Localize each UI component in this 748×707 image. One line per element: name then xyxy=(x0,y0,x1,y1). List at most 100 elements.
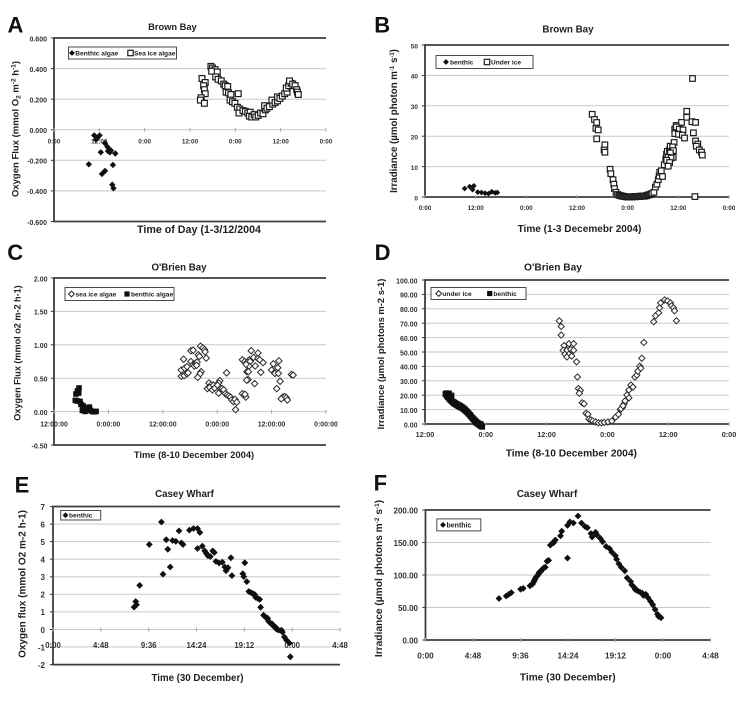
svg-text:0:00: 0:00 xyxy=(722,430,737,439)
svg-text:1.00: 1.00 xyxy=(34,343,48,350)
svg-text:100.00: 100.00 xyxy=(396,278,418,285)
svg-text:40.00: 40.00 xyxy=(400,365,418,372)
svg-text:2.00: 2.00 xyxy=(34,276,48,283)
svg-text:Time (8-10 December 2004): Time (8-10 December 2004) xyxy=(506,449,637,460)
svg-text:0:00: 0:00 xyxy=(320,139,333,146)
svg-text:150.00: 150.00 xyxy=(394,539,419,548)
svg-text:100.00: 100.00 xyxy=(394,571,419,580)
svg-text:0:00:00: 0:00:00 xyxy=(97,422,121,429)
svg-text:40: 40 xyxy=(411,74,419,81)
svg-text:50.00: 50.00 xyxy=(398,604,419,613)
svg-text:1.50: 1.50 xyxy=(34,310,48,317)
svg-text:0: 0 xyxy=(414,195,418,202)
svg-text:0:00: 0:00 xyxy=(419,205,432,212)
svg-text:0: 0 xyxy=(41,626,46,635)
svg-text:-0.600: -0.600 xyxy=(27,220,47,227)
svg-text:70.00: 70.00 xyxy=(400,322,418,329)
svg-text:4:48: 4:48 xyxy=(332,641,348,650)
svg-text:benthic: benthic xyxy=(69,513,93,520)
svg-text:-1: -1 xyxy=(38,643,46,652)
svg-text:0:00: 0:00 xyxy=(138,139,151,146)
svg-text:0.400: 0.400 xyxy=(29,67,47,74)
svg-text:0:00: 0:00 xyxy=(621,205,634,212)
svg-text:benthic algae: benthic algae xyxy=(131,291,173,298)
svg-text:0:00: 0:00 xyxy=(655,652,672,661)
svg-text:19:12: 19:12 xyxy=(605,652,626,661)
svg-text:sea ice algae: sea ice algae xyxy=(76,291,117,298)
svg-text:B: B xyxy=(374,12,390,37)
svg-text:50.00: 50.00 xyxy=(400,350,418,357)
svg-text:0:00: 0:00 xyxy=(723,205,736,212)
svg-text:0.600: 0.600 xyxy=(29,36,47,43)
svg-text:0:00: 0:00 xyxy=(520,205,533,212)
svg-text:30.00: 30.00 xyxy=(400,379,418,386)
svg-text:6: 6 xyxy=(41,520,46,529)
svg-text:80.00: 80.00 xyxy=(400,307,418,314)
svg-text:20: 20 xyxy=(411,135,419,142)
svg-text:10: 10 xyxy=(411,165,419,172)
svg-text:Benthic algae: Benthic algae xyxy=(75,50,118,57)
svg-text:0.000: 0.000 xyxy=(29,128,47,135)
svg-text:Sea ice algae: Sea ice algae xyxy=(134,50,176,57)
svg-text:12:00:00: 12:00:00 xyxy=(258,422,286,429)
svg-text:0:00: 0:00 xyxy=(600,430,615,439)
svg-text:7: 7 xyxy=(41,503,46,512)
svg-text:0.200: 0.200 xyxy=(29,98,47,105)
svg-text:E: E xyxy=(15,473,30,498)
svg-text:Oxygen Flux (mmol O2 m-2 h-1): Oxygen Flux (mmol O2 m-2 h-1) xyxy=(11,61,23,197)
svg-text:30: 30 xyxy=(411,104,419,111)
svg-text:Time (8-10 December 2004): Time (8-10 December 2004) xyxy=(134,450,254,460)
svg-text:Irradiance (µmol photons m-2 s: Irradiance (µmol photons m-2 s-1) xyxy=(374,500,385,657)
svg-text:12:00:00: 12:00:00 xyxy=(149,422,177,429)
svg-text:Casey Wharf: Casey Wharf xyxy=(517,489,578,500)
svg-text:0:00: 0:00 xyxy=(478,430,493,439)
svg-text:12:00: 12:00 xyxy=(416,430,435,439)
svg-text:C: C xyxy=(7,240,23,265)
svg-text:0:00: 0:00 xyxy=(48,139,61,146)
svg-text:4: 4 xyxy=(41,556,46,565)
svg-text:Casey Wharf: Casey Wharf xyxy=(155,489,214,500)
svg-text:-0.50: -0.50 xyxy=(32,443,48,450)
svg-text:Brown Bay: Brown Bay xyxy=(148,22,197,32)
svg-text:under ice: under ice xyxy=(442,291,472,298)
svg-text:-0.400: -0.400 xyxy=(27,189,47,196)
svg-text:0.00: 0.00 xyxy=(404,422,418,429)
svg-text:Time (1-3 Decemebr 2004): Time (1-3 Decemebr 2004) xyxy=(518,224,642,235)
svg-text:19:12: 19:12 xyxy=(234,641,255,650)
svg-text:4:48: 4:48 xyxy=(465,652,482,661)
svg-text:O'Brien Bay: O'Brien Bay xyxy=(524,262,582,273)
svg-text:benthic: benthic xyxy=(493,291,517,298)
svg-text:Irradiance (µmol photon m-1 s-: Irradiance (µmol photon m-1 s-1) xyxy=(389,49,400,193)
svg-text:0.00: 0.00 xyxy=(402,636,418,645)
svg-text:10.00: 10.00 xyxy=(400,408,418,415)
svg-text:benthic: benthic xyxy=(447,522,472,529)
svg-text:5: 5 xyxy=(41,538,46,547)
svg-text:0:00: 0:00 xyxy=(284,641,300,650)
svg-text:12:00: 12:00 xyxy=(468,205,485,212)
svg-text:Under ice: Under ice xyxy=(491,59,521,66)
svg-text:90.00: 90.00 xyxy=(400,293,418,300)
svg-text:9:36: 9:36 xyxy=(512,652,529,661)
svg-text:0:00:00: 0:00:00 xyxy=(314,422,338,429)
svg-text:F: F xyxy=(374,470,387,495)
svg-text:12:00: 12:00 xyxy=(273,139,290,146)
svg-text:0:00:00: 0:00:00 xyxy=(205,422,229,429)
svg-text:0.00: 0.00 xyxy=(34,410,48,417)
svg-text:12:00: 12:00 xyxy=(670,205,687,212)
svg-text:Time (30 December): Time (30 December) xyxy=(152,673,244,684)
svg-text:14:24: 14:24 xyxy=(558,652,579,661)
svg-text:benthic: benthic xyxy=(450,59,474,66)
svg-text:A: A xyxy=(8,13,24,38)
svg-text:Time of Day (1-3/12/2004: Time of Day (1-3/12/2004 xyxy=(137,224,261,236)
svg-text:12:00: 12:00 xyxy=(569,205,586,212)
svg-text:0:00: 0:00 xyxy=(45,641,61,650)
svg-text:12:00:00: 12:00:00 xyxy=(40,422,68,429)
svg-text:14:24: 14:24 xyxy=(187,641,208,650)
svg-text:O'Brien Bay: O'Brien Bay xyxy=(151,262,207,273)
svg-text:50: 50 xyxy=(411,43,419,50)
svg-text:D: D xyxy=(375,240,391,265)
svg-text:12:00: 12:00 xyxy=(182,139,199,146)
svg-text:9:36: 9:36 xyxy=(141,641,157,650)
svg-text:0.50: 0.50 xyxy=(34,377,48,384)
svg-text:4:48: 4:48 xyxy=(702,652,719,661)
